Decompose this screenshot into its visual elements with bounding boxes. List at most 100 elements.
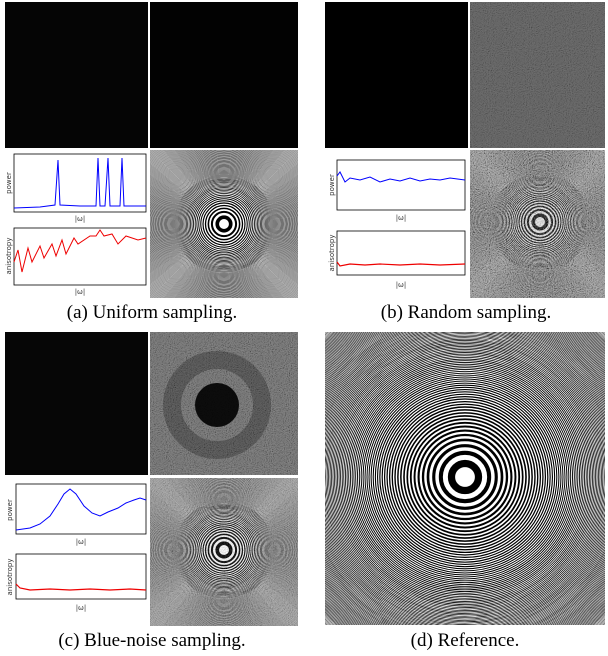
axis-label: power [328, 174, 336, 196]
ring [331, 343, 599, 611]
ring [170, 170, 278, 278]
plots: power |ω| anisotropy |ω| [5, 153, 147, 296]
ring [154, 154, 294, 294]
ring [355, 367, 575, 587]
zone-plate [150, 150, 298, 298]
ring [364, 376, 566, 578]
plots: power |ω| anisotropy |ω| [6, 483, 147, 612]
ring [417, 429, 513, 525]
ring [426, 438, 504, 516]
sample-image [150, 2, 298, 148]
axis-label: anisotropy [5, 238, 13, 275]
ring [329, 341, 601, 613]
ring [348, 360, 582, 594]
ring [150, 150, 298, 298]
ring [325, 334, 605, 620]
ring [196, 196, 252, 252]
ring [185, 185, 263, 263]
ring [340, 352, 590, 602]
axis-label: anisotropy [328, 235, 336, 272]
ring [374, 386, 556, 568]
ring [353, 365, 577, 589]
axis-label: |ω| [396, 214, 407, 222]
ring [370, 382, 560, 572]
ring [337, 349, 593, 605]
ring [210, 210, 238, 238]
ring [188, 188, 260, 260]
ring [151, 151, 297, 297]
ring [379, 391, 551, 563]
ring [164, 164, 284, 284]
ring [362, 374, 568, 580]
ring [326, 338, 604, 616]
ring [176, 176, 272, 272]
ring [368, 380, 562, 574]
ring [157, 157, 291, 291]
ring [172, 172, 276, 276]
ring [325, 332, 605, 623]
ring [325, 332, 605, 624]
ring [325, 337, 605, 617]
ring [177, 177, 271, 271]
axis-label: power [5, 172, 13, 194]
caption: (c) Blue-noise sampling. [58, 630, 245, 651]
ring [397, 409, 533, 545]
ring [167, 167, 281, 281]
ring [372, 384, 558, 570]
ring [325, 332, 605, 625]
ring [152, 152, 296, 296]
ring [409, 421, 521, 533]
ring [394, 406, 536, 548]
ring [207, 207, 241, 241]
ring [161, 161, 287, 287]
ring [168, 168, 280, 280]
ring [174, 174, 274, 274]
ring [332, 344, 598, 610]
ring [413, 425, 517, 529]
ring [169, 169, 279, 279]
ring [325, 333, 605, 621]
ring [215, 215, 233, 233]
plots: power |ω| anisotropy |ω| [328, 159, 466, 289]
ring [358, 370, 572, 584]
ring [160, 160, 288, 288]
ring [386, 398, 544, 556]
ring [194, 194, 254, 254]
ring [328, 340, 602, 614]
ring [163, 163, 285, 285]
axis-label: power [6, 499, 14, 521]
ring [162, 162, 286, 286]
ring [351, 363, 579, 591]
ring [432, 444, 498, 510]
ring [150, 150, 298, 298]
ring [343, 355, 587, 599]
ring [391, 403, 539, 551]
ring [160, 160, 288, 288]
ring [152, 152, 296, 296]
ring [166, 166, 282, 282]
ring [366, 378, 564, 576]
ring [154, 154, 294, 294]
ring [173, 173, 275, 275]
axis-label: |ω| [76, 538, 87, 546]
axis-label: |ω| [75, 215, 86, 223]
ring [165, 165, 283, 283]
ring [184, 184, 264, 264]
ring [346, 358, 584, 596]
ring [381, 393, 549, 561]
ring [170, 170, 278, 278]
ring [159, 159, 289, 289]
ring [400, 412, 530, 542]
axis-label: |ω| [76, 604, 87, 612]
caption: (d) Reference. [411, 630, 520, 651]
ring [193, 193, 255, 255]
ring [153, 153, 295, 295]
ring [198, 198, 250, 250]
ring [163, 163, 285, 285]
ring [438, 450, 492, 504]
ring [403, 415, 527, 539]
ring [187, 187, 261, 261]
axis-label: anisotropy [6, 559, 14, 596]
axis-label: |ω| [75, 288, 86, 296]
sample-image [5, 332, 148, 475]
